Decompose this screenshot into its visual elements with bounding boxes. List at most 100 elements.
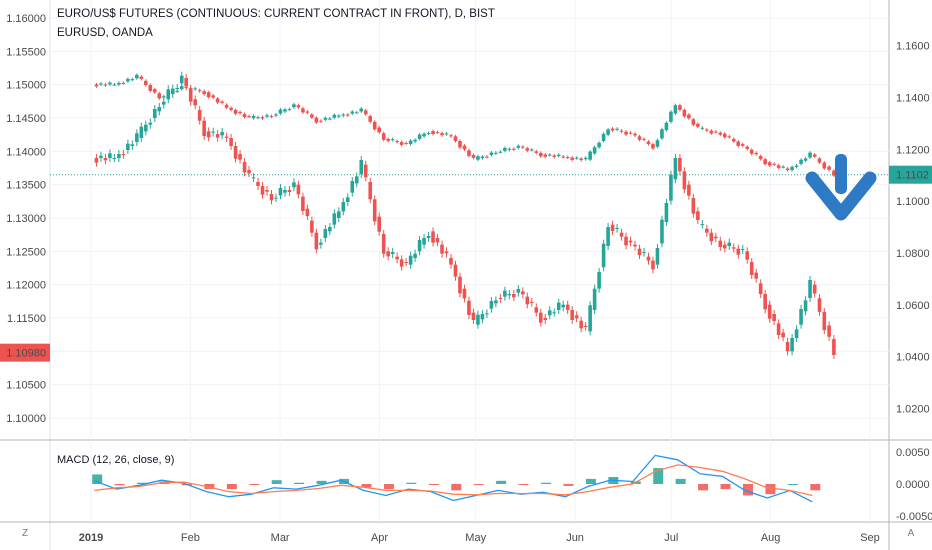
signal-line [94,464,813,497]
overlay-candle-body [108,82,112,85]
main-candle-body [422,238,426,245]
main-candle-body [292,182,296,188]
main-candle-body [413,253,417,258]
main-candle-body [381,234,386,254]
overlay-candle-body [772,163,776,165]
overlay-candle-body [601,133,606,141]
main-candle-body [682,171,687,190]
macd-histogram-bar [765,484,776,495]
overlay-candle-body [408,140,413,145]
overlay-candle-body [794,165,799,167]
overlay-candle-body [745,146,750,149]
overlay-candle-body [574,157,579,159]
overlay-candle-body [610,128,615,131]
main-candle-body [139,126,144,138]
main-candle-body [781,332,785,338]
main-candle-body [507,294,512,296]
main-candle-body [148,122,153,125]
main-candle-body [417,240,422,252]
overlay-candle-body [803,158,808,161]
overlay-candle-body [157,93,162,99]
main-candle-body [485,313,489,315]
overlay-candle-body [148,85,153,91]
main-candle-body [426,236,431,238]
overlay-candle-body [440,133,444,136]
main-candle-body [664,203,669,222]
main-candle-body [606,227,610,246]
macd-histogram-bar [137,482,148,484]
overlay-candle-body [758,156,763,160]
overlay-candle-body [790,166,794,171]
main-candle-body [161,101,166,105]
macd-histogram-bar [316,480,327,484]
main-candle-body [449,258,453,265]
last-price-tag [0,343,50,362]
main-candle-body [224,136,229,138]
auto-scale-button[interactable]: A [907,528,915,539]
main-candle-body [453,264,458,277]
macd-histogram-bar [518,484,529,485]
macd-histogram-bar [226,484,237,490]
main-candle-body [395,256,399,260]
overlay-candle-body [525,148,530,151]
main-candle-body [722,244,727,249]
main-candle-body [736,248,741,255]
overlay-candle-body [431,131,435,134]
main-candle-body [565,304,570,310]
main-candle-body [754,272,758,279]
main-candle-body [467,300,471,315]
overlay-candle-body [292,104,296,108]
main-candle-body [157,107,162,112]
left-axis-tick: 1.12500 [6,246,46,258]
overlay-candle-body [341,114,346,116]
main-candle-body [597,272,601,289]
overlay-candle-body [354,112,359,114]
main-candle-body [552,312,557,314]
overlay-candle-body [754,152,758,155]
main-candle-body [444,251,449,254]
overlay-candle-body [206,92,211,98]
overlay-candle-body [305,111,310,113]
main-candle-body [799,309,803,325]
overlay-price-label: 1.1102 [896,170,929,182]
overlay-candle-body [822,162,827,169]
overlay-candle-body [503,148,507,151]
overlay-candle-body [556,154,561,157]
overlay-candle-body [404,143,408,145]
macd-histogram-bar [653,468,664,484]
main-candle-body [368,182,373,200]
time-axis-tick: Mar [271,532,290,544]
right-axis-tick: 1.0200 [896,404,930,416]
main-candle-body [377,216,381,232]
right-axis-tick: 1.0800 [896,248,930,260]
down-arrow-shaft [835,154,847,194]
main-candle-body [480,314,485,320]
overlay-candle-body [642,138,646,140]
overlay-candle-body [534,151,539,153]
macd-histogram-bar [563,484,574,486]
main-candle-body [265,190,269,192]
main-candle-body [193,99,197,106]
overlay-candle-body [135,74,139,79]
overlay-candle-body [359,108,364,112]
overlay-candle-body [817,158,822,163]
left-axis-tick: 1.12000 [6,280,46,292]
macd-label: MACD (12, 26, close, 9) [57,454,175,466]
left-axis-tick: 1.13000 [6,213,46,225]
overlay-candle-body [561,156,566,158]
right-axis-tick: 1.1400 [896,92,930,104]
zoom-reset-button[interactable]: Z [21,528,29,539]
main-candle-body [328,227,332,232]
overlay-candle-body [224,104,229,108]
main-candle-body [152,109,157,118]
overlay-candle-body [435,132,440,134]
overlay-candle-body [718,132,723,135]
overlay-candle-body [651,144,655,149]
left-axis-tick: 1.11500 [7,313,46,325]
overlay-candle-body [696,123,700,127]
overlay-candle-body [512,148,516,150]
right-axis-tick: 1.0400 [896,352,930,364]
overlay-candle-body [808,152,812,158]
main-candle-body [135,133,139,142]
